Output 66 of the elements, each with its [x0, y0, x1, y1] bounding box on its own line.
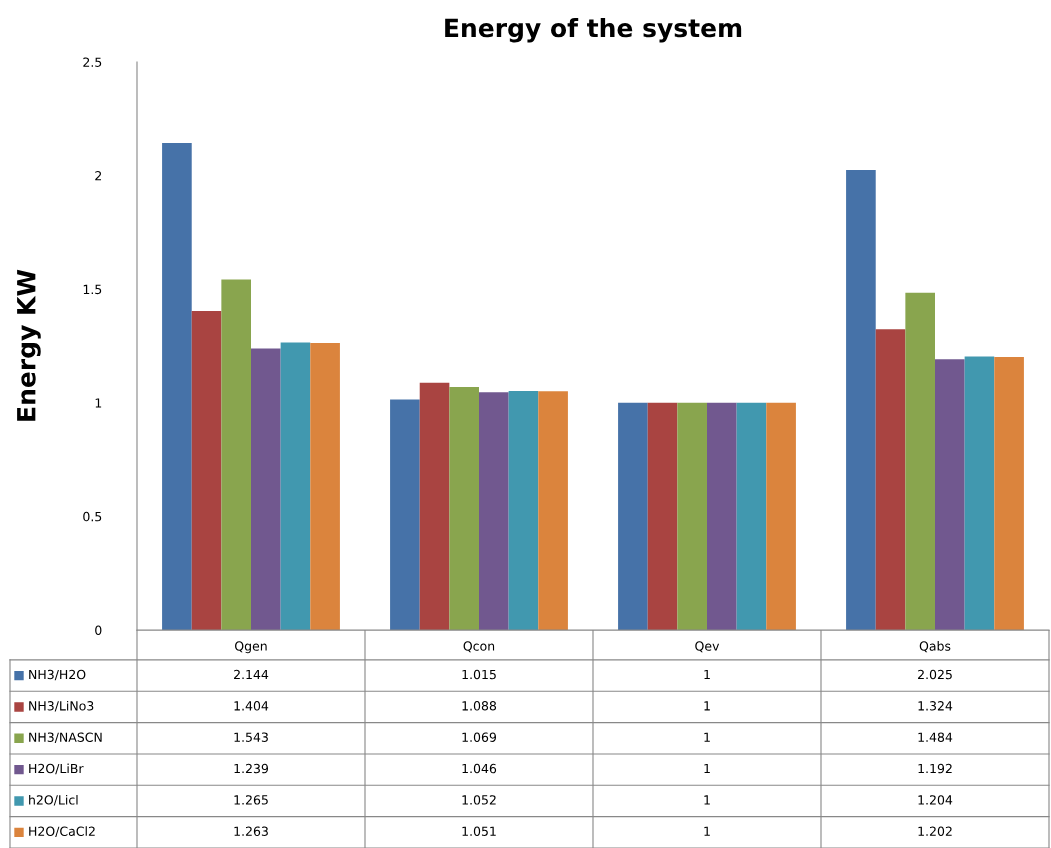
- data-label: 1.265: [234, 795, 268, 805]
- bar: [618, 402, 648, 630]
- bar: [994, 356, 1024, 630]
- data-label: 1: [704, 701, 710, 711]
- data-label: 1.202: [918, 826, 952, 836]
- bar: [162, 142, 192, 630]
- x-tick-label: Qabs: [919, 641, 951, 653]
- data-label: 1: [704, 732, 710, 742]
- x-tick-label: Qev: [695, 641, 720, 653]
- data-label: 1.069: [462, 732, 497, 742]
- data-label: 1.192: [918, 763, 952, 774]
- y-tick-label: 0: [95, 625, 102, 635]
- bar: [935, 359, 965, 630]
- data-label: 1: [704, 669, 710, 680]
- data-label: 1.543: [234, 732, 268, 742]
- bar: [310, 343, 340, 630]
- y-tick-label: 1.5: [83, 284, 102, 295]
- bar: [964, 356, 995, 630]
- bar: [736, 402, 767, 630]
- bar: [538, 391, 568, 630]
- data-label: 1.051: [462, 826, 496, 836]
- chart-title: Energy of the system: [445, 18, 742, 43]
- data-label: 1.052: [462, 795, 496, 805]
- y-axis-title: Energy KW: [17, 269, 41, 421]
- data-label: 1.263: [234, 826, 268, 836]
- y-tick-label: 1: [95, 398, 102, 408]
- bar: [221, 279, 251, 630]
- bar: [191, 311, 222, 630]
- data-label: 1.484: [918, 732, 953, 742]
- data-label: 1.324: [918, 701, 953, 711]
- bar: [479, 392, 509, 630]
- bar: [508, 390, 539, 630]
- data-label: 1: [704, 763, 710, 774]
- legend-label: NH3/H2O: [29, 669, 86, 681]
- bar: [905, 292, 935, 630]
- legend-label: H2O/LiBr: [29, 763, 84, 775]
- data-label: 1.046: [462, 763, 497, 774]
- data-label: 1.204: [918, 795, 953, 805]
- bar: [707, 402, 737, 630]
- bar: [647, 402, 678, 630]
- bar: [419, 382, 450, 630]
- data-label: 2.025: [918, 669, 952, 680]
- data-label: 1.239: [234, 763, 269, 774]
- data-label: 1: [704, 795, 710, 805]
- x-tick-label: Qcon: [463, 641, 495, 653]
- y-tick-label: 2: [95, 171, 102, 181]
- bar: [280, 342, 311, 630]
- legend-label: NH3/NASCN: [29, 732, 102, 743]
- legend-label: NH3/LiNo3: [29, 700, 94, 712]
- bar: [390, 399, 420, 630]
- bar: [875, 329, 906, 630]
- bar: [449, 387, 479, 630]
- data-label: 1.404: [234, 701, 269, 711]
- bar: [251, 348, 281, 630]
- data-label: 1.088: [462, 701, 497, 711]
- legend-label: h2O/Licl: [29, 794, 78, 806]
- legend-label: H2O/CaCl2: [29, 826, 95, 837]
- data-label: 1.015: [462, 669, 496, 680]
- x-tick-label: Qgen: [235, 641, 267, 654]
- data-label: 1: [704, 826, 710, 836]
- y-tick-label: 0.5: [83, 511, 102, 522]
- y-tick-label: 2.5: [83, 57, 102, 67]
- bar: [677, 402, 707, 630]
- bar: [846, 169, 876, 630]
- data-label: 2.144: [234, 669, 269, 680]
- bar: [766, 402, 796, 630]
